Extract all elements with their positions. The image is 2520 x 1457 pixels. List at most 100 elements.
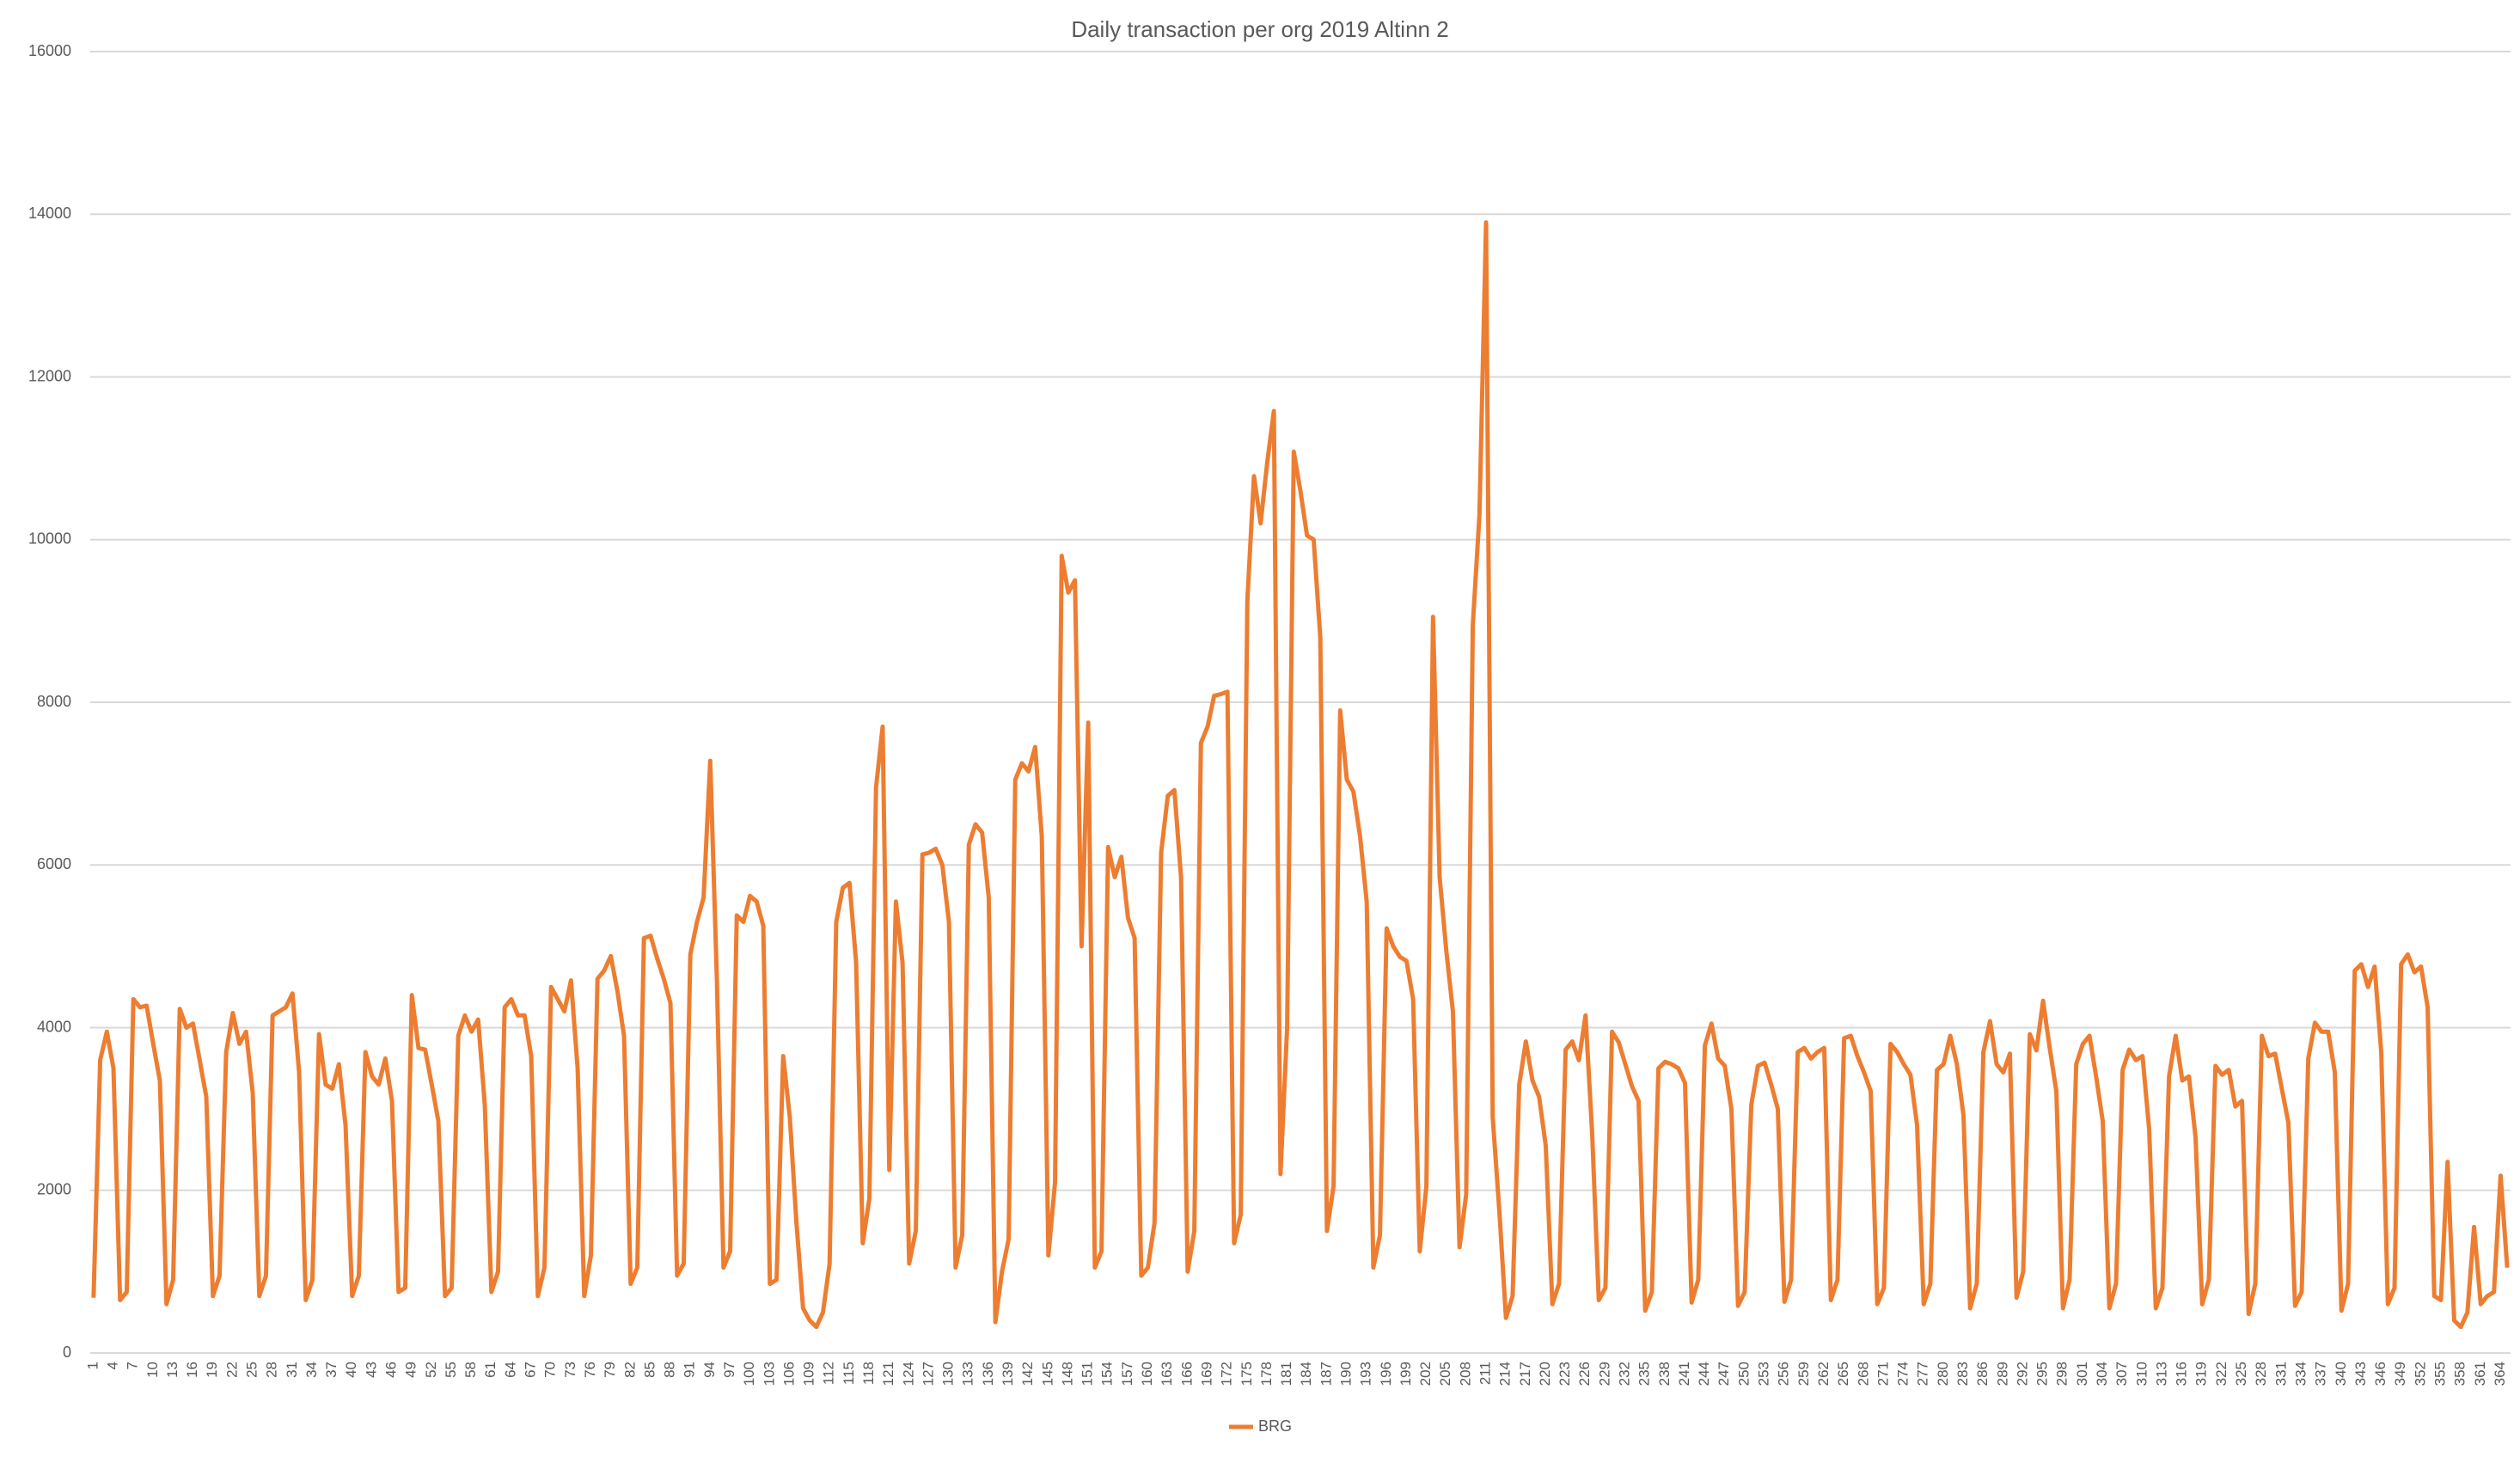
x-tick-label: 133	[960, 1362, 976, 1386]
x-tick-label: 334	[2292, 1362, 2309, 1386]
y-tick-label: 16000	[28, 42, 71, 59]
x-tick-label: 238	[1656, 1362, 1673, 1386]
x-tick-label: 55	[443, 1362, 459, 1378]
x-tick-label: 364	[2492, 1362, 2508, 1386]
x-tick-label: 349	[2392, 1362, 2408, 1386]
x-tick-label: 157	[1119, 1362, 1135, 1386]
x-tick-label: 139	[1000, 1362, 1016, 1386]
x-tick-label: 256	[1776, 1362, 1792, 1386]
x-tick-label: 172	[1219, 1362, 1235, 1386]
x-tick-label: 115	[841, 1362, 857, 1385]
y-tick-label: 14000	[28, 205, 71, 222]
x-tick-label: 331	[2272, 1362, 2289, 1386]
x-tick-label: 235	[1636, 1362, 1653, 1386]
x-tick-label: 7	[125, 1362, 141, 1369]
x-tick-label: 94	[701, 1362, 718, 1378]
x-tick-label: 31	[284, 1362, 300, 1378]
chart-title: Daily transaction per org 2019 Altinn 2	[1071, 16, 1448, 42]
x-tick-label: 199	[1398, 1362, 1414, 1386]
y-tick-label: 2000	[37, 1181, 71, 1198]
x-tick-label: 37	[323, 1362, 339, 1378]
x-tick-label: 355	[2431, 1362, 2448, 1386]
x-tick-label: 67	[523, 1362, 539, 1378]
x-tick-label: 346	[2372, 1362, 2388, 1386]
x-tick-label: 217	[1517, 1362, 1533, 1386]
x-tick-label: 328	[2253, 1362, 2269, 1386]
x-tick-label: 52	[423, 1362, 439, 1378]
x-tick-label: 145	[1039, 1362, 1055, 1386]
y-tick-label: 8000	[37, 693, 71, 710]
x-tick-label: 280	[1935, 1362, 1951, 1386]
x-tick-label: 325	[2233, 1362, 2249, 1386]
x-tick-label: 292	[2014, 1362, 2030, 1386]
x-tick-label: 226	[1576, 1362, 1593, 1386]
x-tick-label: 4	[104, 1362, 120, 1369]
x-tick-label: 247	[1716, 1362, 1732, 1386]
x-tick-label: 274	[1895, 1362, 1911, 1386]
x-tick-label: 82	[621, 1362, 638, 1378]
x-tick-label: 97	[721, 1362, 737, 1378]
x-tick-label: 316	[2174, 1362, 2190, 1386]
x-tick-label: 154	[1099, 1362, 1116, 1386]
x-tick-label: 40	[343, 1362, 359, 1378]
x-tick-label: 184	[1298, 1362, 1314, 1386]
x-tick-label: 43	[363, 1362, 379, 1378]
x-tick-label: 34	[303, 1362, 320, 1378]
y-tick-label: 0	[63, 1344, 71, 1361]
x-tick-label: 1	[84, 1362, 101, 1369]
x-tick-label: 91	[682, 1362, 698, 1378]
x-tick-label: 88	[662, 1362, 678, 1378]
x-tick-label: 142	[1019, 1362, 1036, 1386]
x-tick-label: 73	[562, 1362, 578, 1378]
x-tick-label: 148	[1059, 1362, 1075, 1386]
x-tick-label: 268	[1855, 1362, 1871, 1386]
x-tick-label: 70	[542, 1362, 559, 1378]
x-tick-label: 100	[741, 1362, 757, 1386]
x-tick-label: 127	[920, 1362, 936, 1386]
x-tick-label: 277	[1915, 1362, 1931, 1386]
x-tick-label: 19	[204, 1362, 220, 1378]
x-tick-label: 85	[641, 1362, 658, 1378]
x-tick-label: 358	[2452, 1362, 2468, 1386]
x-tick-label: 220	[1537, 1362, 1553, 1386]
x-tick-label: 202	[1417, 1362, 1434, 1386]
x-tick-label: 241	[1676, 1362, 1692, 1386]
x-tick-label: 76	[582, 1362, 598, 1378]
x-tick-label: 301	[2074, 1362, 2090, 1386]
x-tick-label: 322	[2213, 1362, 2229, 1386]
x-tick-label: 211	[1477, 1362, 1494, 1385]
x-tick-label: 109	[801, 1362, 817, 1386]
x-tick-label: 352	[2412, 1362, 2428, 1386]
x-tick-label: 160	[1139, 1362, 1155, 1386]
x-tick-label: 166	[1178, 1362, 1195, 1386]
x-tick-label: 205	[1437, 1362, 1453, 1386]
x-tick-label: 286	[1974, 1362, 1991, 1386]
x-tick-label: 343	[2352, 1362, 2369, 1386]
x-tick-label: 310	[2133, 1362, 2150, 1386]
x-tick-label: 49	[403, 1362, 419, 1378]
x-tick-label: 112	[821, 1362, 837, 1385]
x-tick-label: 253	[1756, 1362, 1772, 1386]
x-tick-label: 319	[2193, 1362, 2210, 1386]
x-tick-label: 295	[2034, 1362, 2051, 1386]
x-tick-label: 283	[1954, 1362, 1971, 1386]
x-tick-label: 190	[1337, 1362, 1354, 1386]
x-tick-label: 307	[2113, 1362, 2130, 1386]
x-tick-label: 58	[462, 1362, 479, 1378]
data-line	[91, 220, 2510, 1330]
x-tick-label: 196	[1378, 1362, 1394, 1386]
x-tick-label: 175	[1239, 1362, 1255, 1386]
x-tick-label: 10	[144, 1362, 161, 1378]
x-tick-label: 208	[1457, 1362, 1473, 1386]
x-tick-label: 13	[164, 1362, 180, 1378]
x-tick-label: 298	[2054, 1362, 2070, 1386]
x-tick-label: 232	[1617, 1362, 1633, 1386]
x-tick-label: 118	[860, 1362, 877, 1385]
y-tick-label: 12000	[28, 367, 71, 384]
y-tick-label: 4000	[37, 1018, 71, 1035]
x-tick-label: 25	[244, 1362, 260, 1378]
x-tick-label: 151	[1080, 1362, 1096, 1386]
